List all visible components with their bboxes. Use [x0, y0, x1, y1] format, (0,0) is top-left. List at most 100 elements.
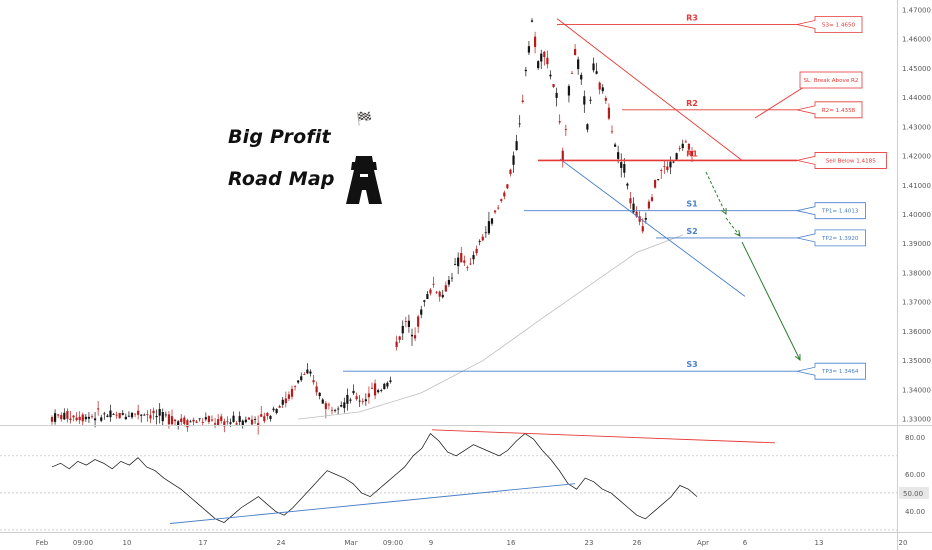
- candle-body: [309, 371, 312, 374]
- candle-body: [555, 92, 558, 98]
- candle-body: [272, 408, 275, 411]
- candle-body: [358, 400, 361, 402]
- candle-body: [413, 335, 417, 339]
- candle-body: [669, 161, 672, 168]
- candle-body: [324, 403, 327, 410]
- candle-body: [149, 415, 152, 419]
- candle-body: [417, 316, 420, 327]
- candle-body: [478, 240, 481, 242]
- candle-body: [395, 341, 398, 347]
- rsi-line: [51, 432, 698, 524]
- candle-body: [373, 383, 377, 396]
- candle-body: [167, 414, 171, 425]
- candle-body: [140, 414, 143, 416]
- candle-body: [420, 309, 423, 315]
- candle-body: [155, 415, 158, 418]
- candle-body: [527, 46, 531, 53]
- candle-body: [217, 419, 220, 426]
- time-tick-label: Mar: [344, 539, 357, 547]
- candle-body: [632, 203, 635, 213]
- candle-body: [380, 390, 383, 391]
- candle-body: [577, 59, 580, 70]
- candle-body: [690, 151, 694, 156]
- price-tick-label: 1.47000: [902, 6, 931, 14]
- candle-body: [226, 421, 229, 423]
- candle-body: [592, 63, 595, 71]
- candle-body: [137, 410, 140, 415]
- candle-body: [450, 277, 454, 279]
- candle-body: [484, 232, 487, 234]
- candle-body: [660, 170, 663, 172]
- rsi-current-box: [899, 486, 929, 499]
- candle-body: [552, 84, 555, 87]
- price-tick-label: 1.33000: [902, 416, 931, 424]
- candle-body: [549, 74, 552, 77]
- candle-body: [641, 226, 644, 232]
- candle-body: [250, 419, 254, 425]
- candle-body: [598, 82, 601, 90]
- candle-body: [50, 417, 54, 422]
- rsi-resistance-trendline: [431, 429, 776, 444]
- candle-body: [423, 300, 426, 302]
- candle-body: [90, 416, 94, 418]
- candle-body: [133, 413, 137, 415]
- candle-body: [367, 393, 371, 398]
- time-tick-label: 26: [633, 539, 642, 547]
- rsi-tick-label: 80.00: [905, 434, 925, 442]
- candle-body: [72, 415, 75, 418]
- candle-body: [66, 411, 69, 419]
- time-tick-label: 24: [277, 539, 286, 547]
- candle-body: [213, 423, 217, 425]
- candle-body: [84, 416, 87, 420]
- candle-body: [364, 399, 367, 402]
- time-tick-label: Feb: [36, 539, 49, 547]
- price-tick-label: 1.45000: [902, 65, 931, 73]
- candle-body: [269, 416, 272, 419]
- candle-body: [69, 418, 72, 420]
- candle-body: [195, 421, 198, 423]
- candle-body: [355, 396, 358, 400]
- candle-body: [466, 267, 469, 268]
- candle-body: [463, 260, 466, 263]
- price-tick-label: 1.36000: [902, 328, 931, 336]
- candle-body: [512, 155, 515, 165]
- projection-arrow-line: [725, 217, 741, 237]
- candle-body: [432, 283, 435, 285]
- candle-body: [115, 414, 118, 416]
- callout-text-r2: R2= 1.4358: [822, 108, 856, 114]
- projection-arrow-head: [734, 230, 741, 237]
- candle-body: [146, 414, 149, 416]
- time-tick-label: 9: [429, 539, 433, 547]
- candle-body: [177, 421, 180, 426]
- candle-body: [173, 419, 177, 422]
- level-label-r3: R3: [686, 13, 698, 22]
- candle-body: [401, 325, 404, 334]
- candle-body: [567, 86, 571, 96]
- candle-body: [253, 419, 257, 420]
- rsi-tick-label: 40.00: [905, 508, 925, 516]
- candle-body: [457, 257, 460, 267]
- candle-body: [232, 415, 235, 422]
- candle-body: [426, 294, 429, 300]
- candle-body: [229, 422, 232, 424]
- price-pane: [50, 18, 694, 435]
- projection-arrow-head: [721, 207, 727, 216]
- candle-body: [164, 414, 167, 416]
- candle-body: [601, 87, 604, 92]
- candle-body: [100, 417, 103, 421]
- callout-text-r1: Sell Below 1.4185: [826, 158, 877, 164]
- callout-box-r1: [796, 152, 887, 169]
- candle-body: [570, 73, 574, 74]
- price-tick-label: 1.37000: [902, 299, 931, 307]
- time-tick-label: 09:00: [383, 539, 403, 547]
- candle-body: [490, 218, 494, 224]
- candle-body: [595, 71, 598, 74]
- candle-body: [681, 143, 684, 149]
- candle-body: [130, 412, 134, 418]
- candle-body: [444, 285, 447, 292]
- candle-body: [257, 423, 260, 426]
- candle-body: [678, 148, 681, 149]
- candle-body: [675, 153, 678, 160]
